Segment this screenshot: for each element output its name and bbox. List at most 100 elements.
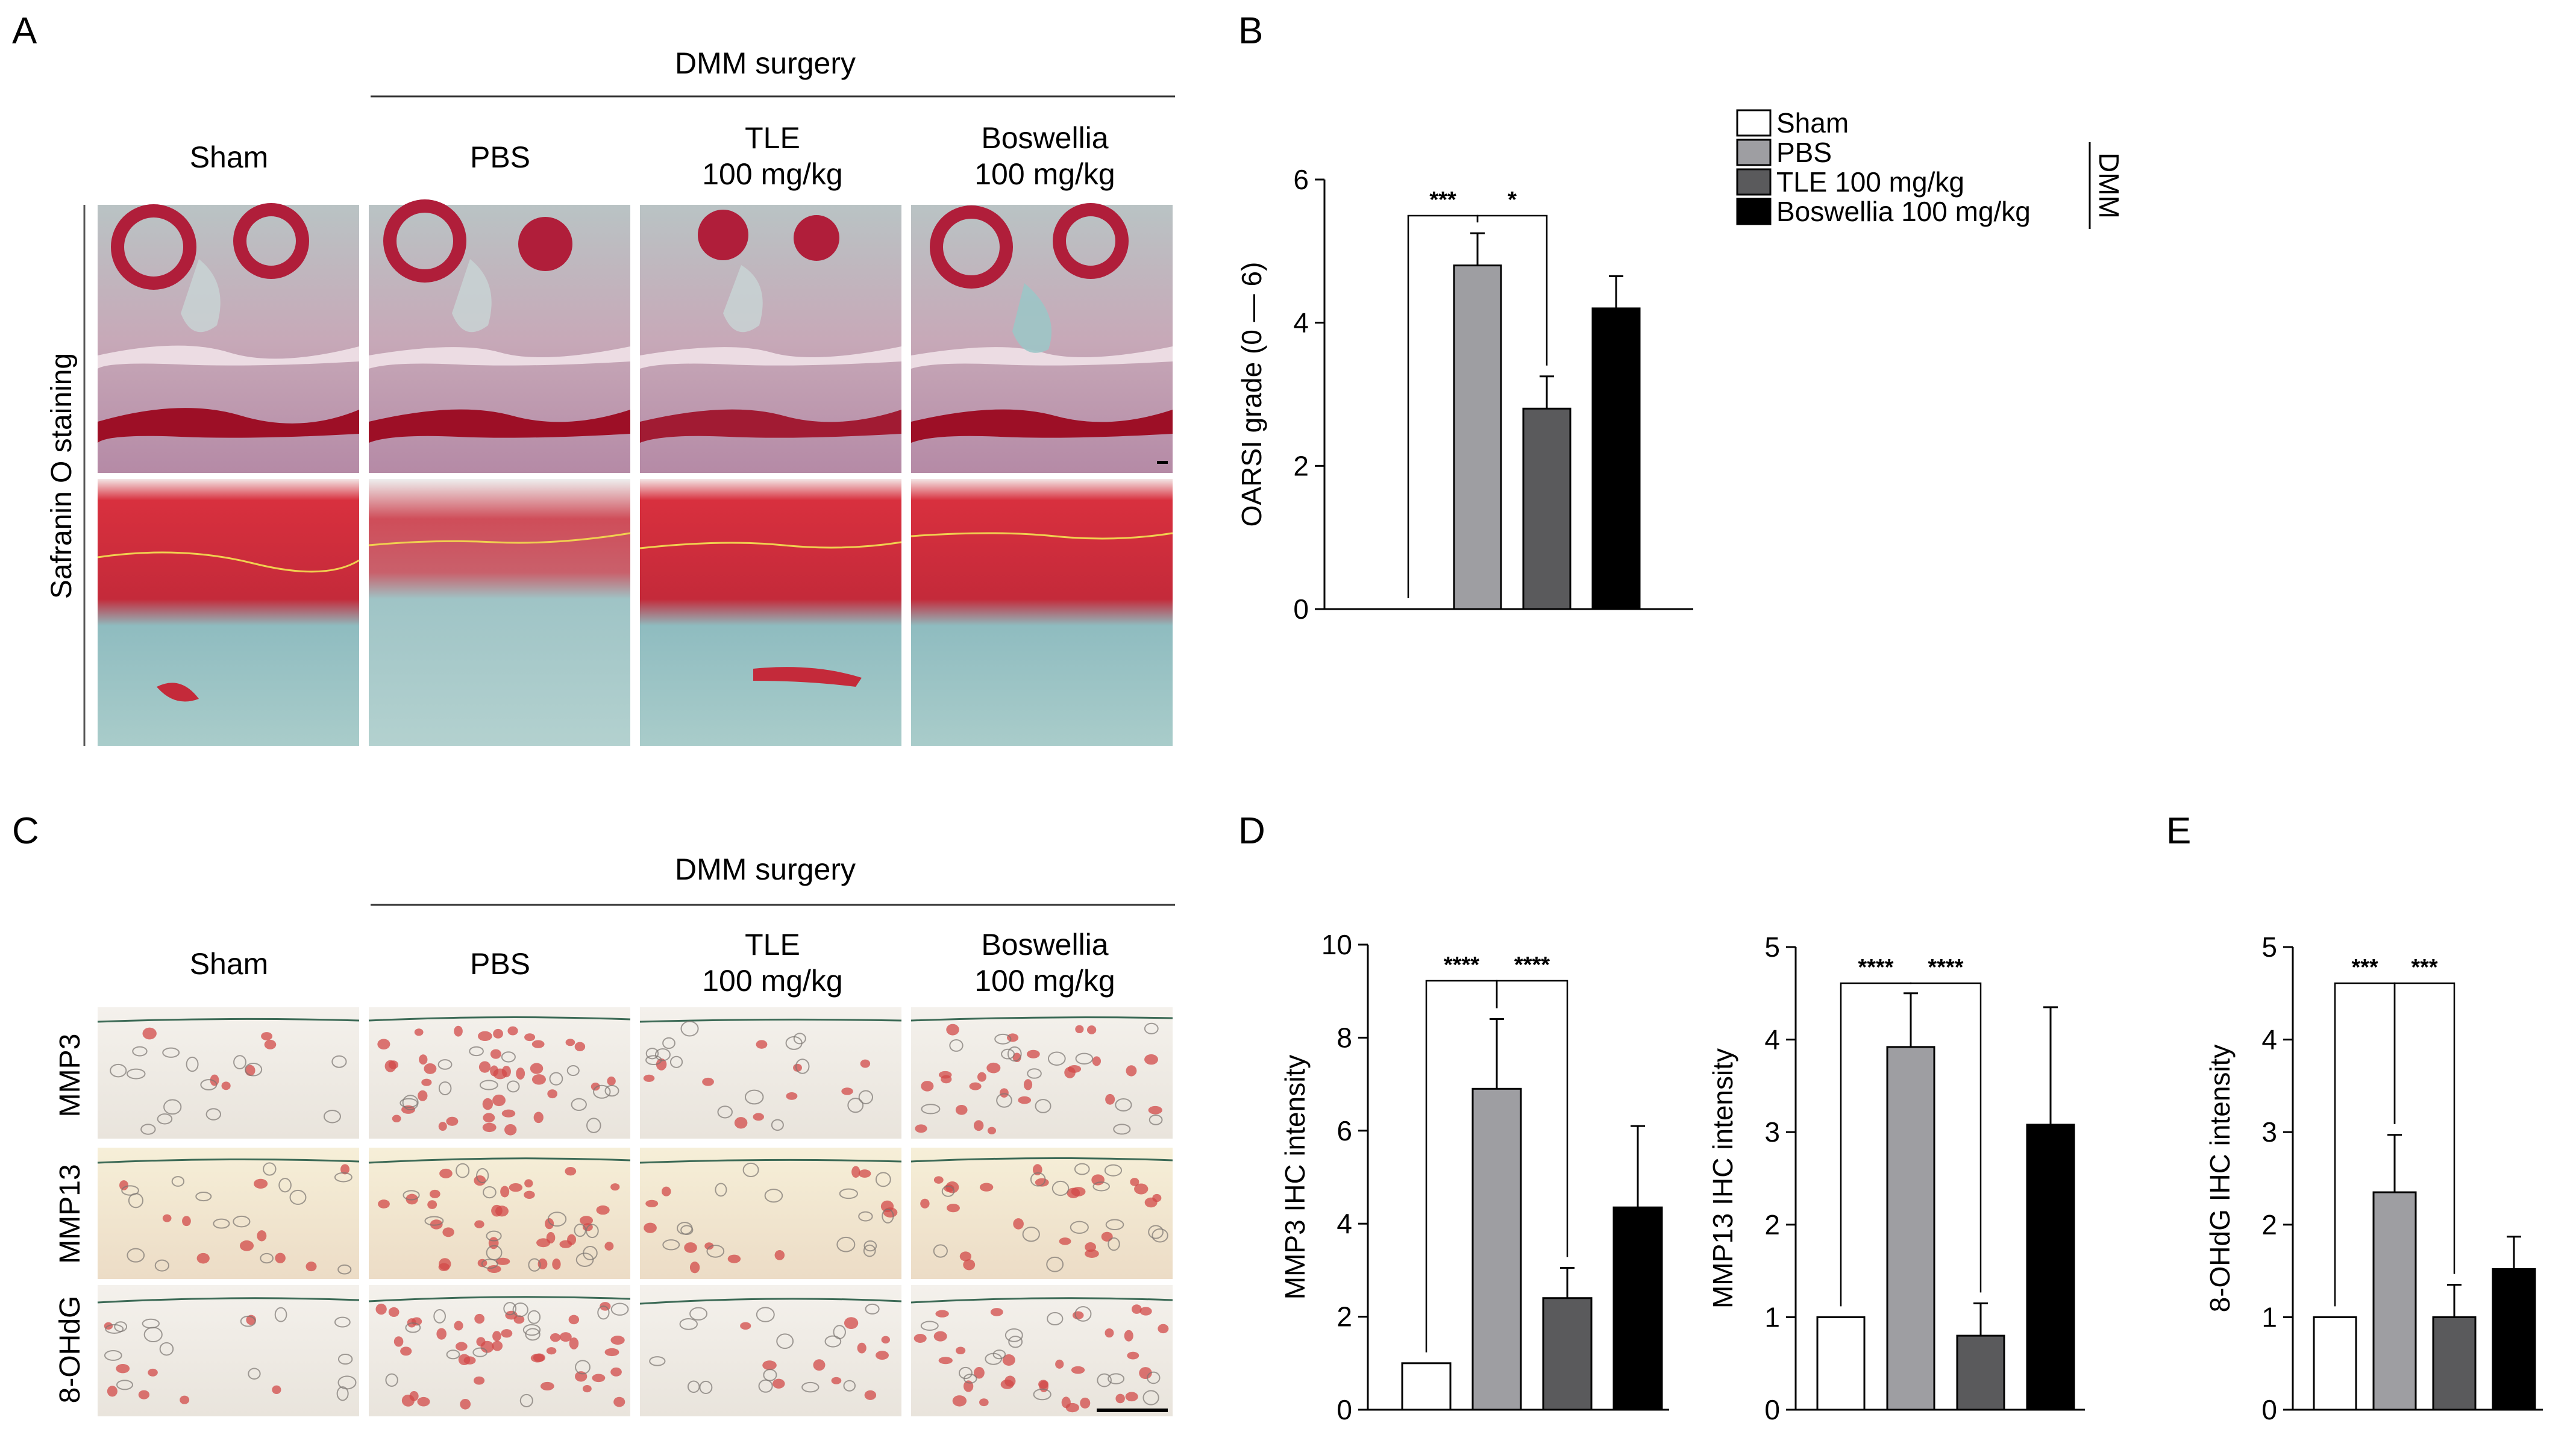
ihc-unstained-cell xyxy=(116,1380,133,1390)
micrographs-bottom xyxy=(97,479,1173,746)
ihc-unstained-cell xyxy=(1149,1115,1163,1125)
significance-bracket xyxy=(1910,982,1982,1293)
ihc-unstained-cell xyxy=(154,1259,169,1272)
ihc-stained-cell xyxy=(969,1082,982,1090)
ihc-unstained-cell xyxy=(331,1055,347,1068)
ihc-stained-cell xyxy=(438,1263,450,1272)
ihc-stained-cell xyxy=(955,1104,968,1115)
ihc-unstained-cell xyxy=(1152,1228,1168,1243)
ihc-stained-cell xyxy=(1144,1054,1158,1065)
ihc-stained-cell xyxy=(559,1332,572,1342)
y-tick-label: 4 xyxy=(1764,1024,1780,1055)
legend-entry-sham: Sham xyxy=(1736,107,1849,139)
micrograph-a-bottom-tle xyxy=(639,479,902,746)
ihc-stained-cell xyxy=(844,1317,859,1330)
ihc-unstained-cell xyxy=(1027,1068,1042,1079)
ihc-unstained-cell xyxy=(680,1021,699,1037)
ihc-unstained-cell xyxy=(527,1310,541,1324)
ihc-unstained-cell xyxy=(337,1354,353,1365)
ihc-stained-cell xyxy=(148,1368,158,1377)
ihc-stained-cell xyxy=(645,1199,659,1207)
ihc-stained-cell xyxy=(275,1252,286,1263)
ihc-stained-cell xyxy=(487,1265,501,1273)
ihc-stained-cell xyxy=(857,1342,867,1354)
panel-letter-b: B xyxy=(1238,10,1263,52)
ihc-stained-cell xyxy=(495,1257,510,1265)
chart-d-mmp13: 0 1 2 3 4 5 MMP13 IHC intensity **** **** xyxy=(1707,931,2085,1425)
ihc-stained-cell xyxy=(1018,1096,1032,1104)
ihc-unstained-cell xyxy=(278,1178,292,1193)
ihc-unstained-cell xyxy=(479,1080,498,1090)
ihc-stained-cell xyxy=(860,1059,871,1068)
y-tick-label: 0 xyxy=(1764,1394,1780,1425)
bar xyxy=(2492,1268,2536,1411)
ihc-unstained-cell xyxy=(1092,1181,1110,1192)
ihc-unstained-cell xyxy=(323,1110,341,1124)
ihc-stained-cell xyxy=(501,1329,513,1338)
y-tick-label: 0 xyxy=(1293,593,1309,625)
significance-label: **** xyxy=(1928,955,1963,980)
ihc-unstained-cell xyxy=(654,1048,671,1062)
ihc-unstained-cell xyxy=(157,1113,173,1125)
ihc-stained-cell xyxy=(500,1186,510,1198)
ihc-stained-cell xyxy=(427,1200,437,1209)
ihc-stained-cell xyxy=(516,1068,525,1080)
ihc-unstained-cell xyxy=(525,1328,541,1341)
y-tick-label: 3 xyxy=(1764,1116,1780,1148)
ihc-unstained-cell xyxy=(289,1189,307,1205)
ihc-unstained-cell xyxy=(472,1347,487,1357)
ihc-unstained-cell xyxy=(200,1079,218,1090)
ihc-stained-cell xyxy=(591,1082,600,1091)
y-tick-label: 4 xyxy=(2261,1024,2277,1055)
bar xyxy=(1612,1206,1663,1411)
ihc-stained-cell xyxy=(116,1363,130,1374)
ihc-stained-cell xyxy=(430,1219,443,1230)
ihc-stained-cell xyxy=(1072,1311,1084,1319)
col-label-tle-dose: 100 mg/kg xyxy=(702,964,842,998)
ihc-stained-cell xyxy=(550,1333,561,1342)
ihc-stained-cell xyxy=(1067,1065,1082,1073)
ihc-stained-cell xyxy=(1085,1242,1096,1252)
bar xyxy=(1591,307,1641,610)
ihc-stained-cell xyxy=(753,1113,764,1121)
chart-e: 0 1 2 3 4 5 8-OHdG IHC intensity *** *** xyxy=(2204,931,2543,1425)
scale-bar xyxy=(1097,1409,1168,1412)
micrograph-a-bottom-boswellia xyxy=(910,479,1173,746)
ihc-stained-cell xyxy=(1080,1397,1091,1409)
ihc-stained-cell xyxy=(914,1334,927,1343)
ihc-unstained-cell xyxy=(233,1055,246,1070)
ihc-unstained-cell xyxy=(586,1118,601,1133)
ihc-stained-cell xyxy=(990,1308,1003,1316)
ihc-stained-cell xyxy=(938,1071,952,1079)
significance-label: *** xyxy=(2351,955,2378,980)
ihc-stained-cell xyxy=(463,1356,476,1365)
panel-c-header: DMM surgery xyxy=(675,852,856,886)
ihc-stained-cell xyxy=(596,1205,610,1215)
y-tick-label: 1 xyxy=(2261,1301,2277,1333)
ihc-unstained-cell xyxy=(963,1374,977,1384)
ihc-stained-cell xyxy=(142,1027,157,1040)
y-tick-label: 0 xyxy=(2261,1394,2277,1425)
ihc-unstained-cell xyxy=(1148,1225,1164,1239)
micrograph-c-8ohdg-sham xyxy=(98,1285,359,1416)
ihc-unstained-cell xyxy=(680,1225,694,1236)
ihc-stained-cell xyxy=(661,1186,671,1196)
y-axis-label: 8-OHdG IHC intensity xyxy=(2204,1045,2236,1313)
ihc-stained-cell xyxy=(454,1321,463,1331)
ihc-unstained-cell xyxy=(1070,1221,1089,1234)
ihc-stained-cell xyxy=(938,1357,953,1365)
ihc-unstained-cell xyxy=(424,1216,444,1226)
ihc-stained-cell xyxy=(493,1028,503,1039)
ihc-stained-cell xyxy=(740,1322,751,1330)
ihc-stained-cell xyxy=(793,1063,802,1072)
ihc-stained-cell xyxy=(1134,1183,1149,1195)
ihc-stained-cell xyxy=(180,1395,190,1404)
ihc-stained-cell xyxy=(1065,1402,1079,1413)
ihc-stained-cell xyxy=(417,1396,430,1407)
micrograph-a-top-tle xyxy=(640,205,901,473)
row-label-mmp3: MMP3 xyxy=(54,1034,86,1118)
ihc-stained-cell xyxy=(439,1168,453,1178)
ihc-stained-cell xyxy=(490,1049,501,1059)
ihc-unstained-cell xyxy=(163,1099,182,1115)
